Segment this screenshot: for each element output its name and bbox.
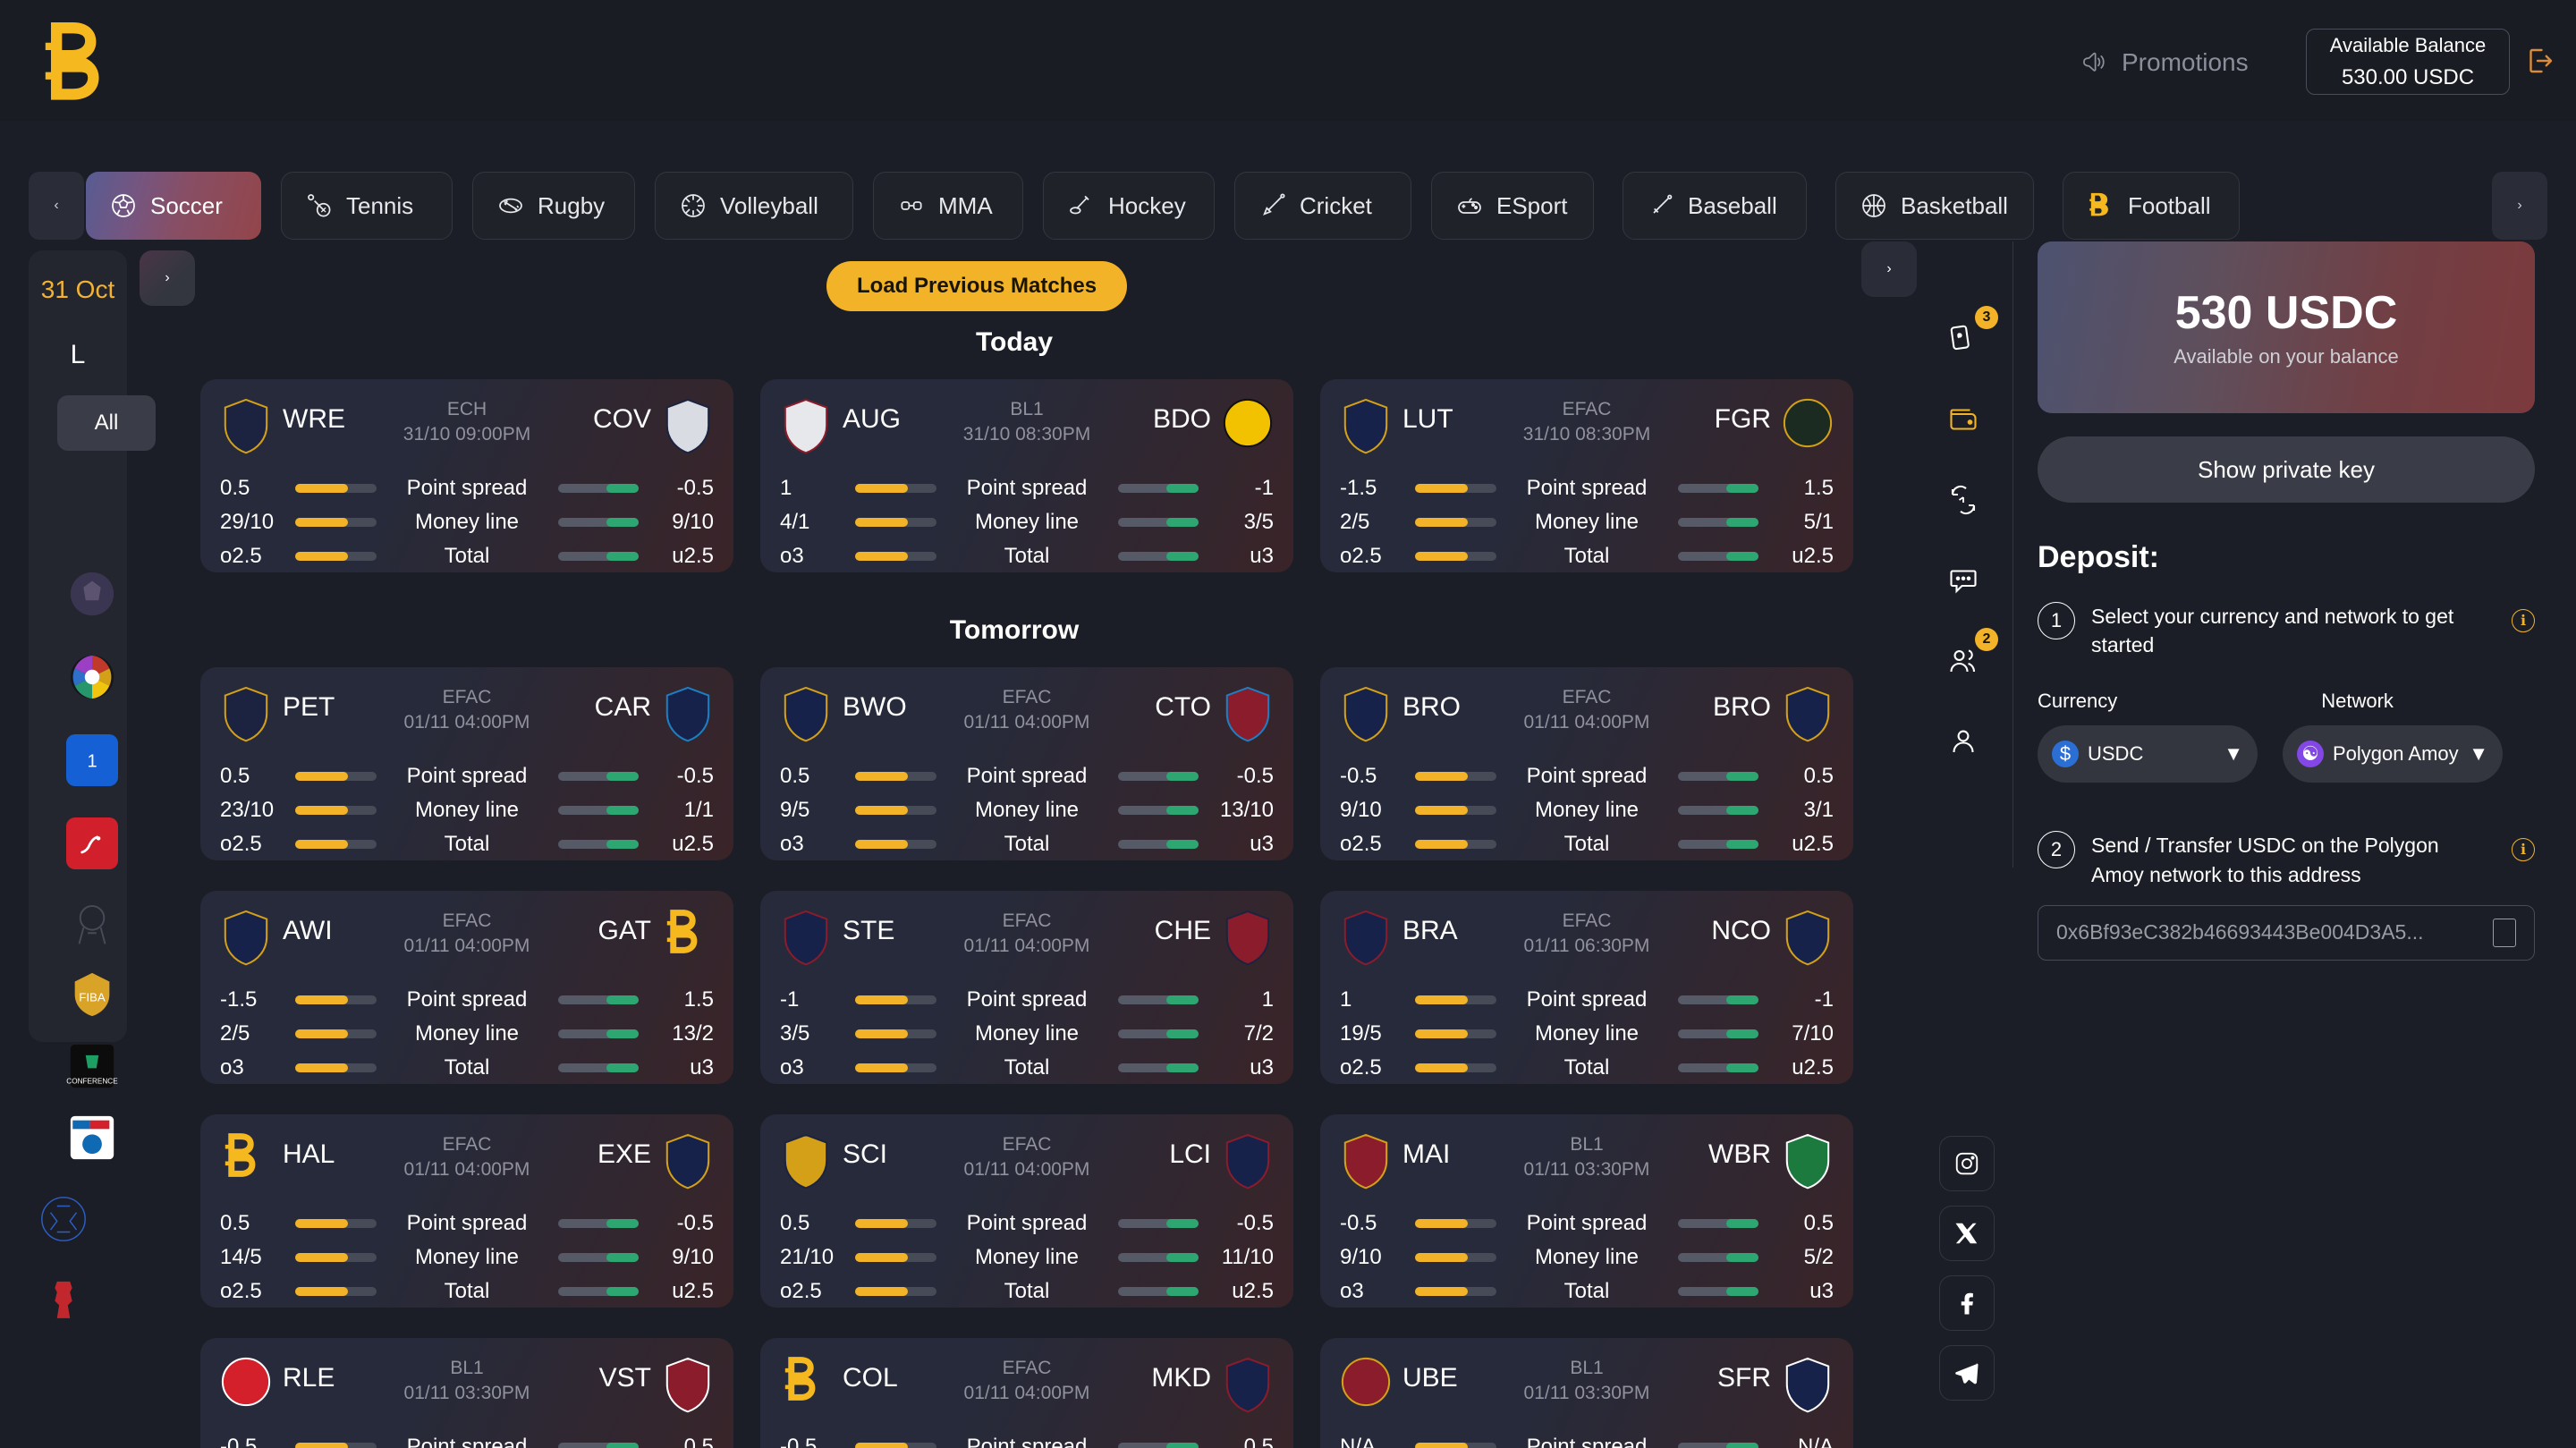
svg-text:CONFERENCE: CONFERENCE [66, 1077, 118, 1085]
svg-text:1: 1 [87, 752, 97, 772]
svg-text:FIBA: FIBA [79, 990, 106, 1003]
